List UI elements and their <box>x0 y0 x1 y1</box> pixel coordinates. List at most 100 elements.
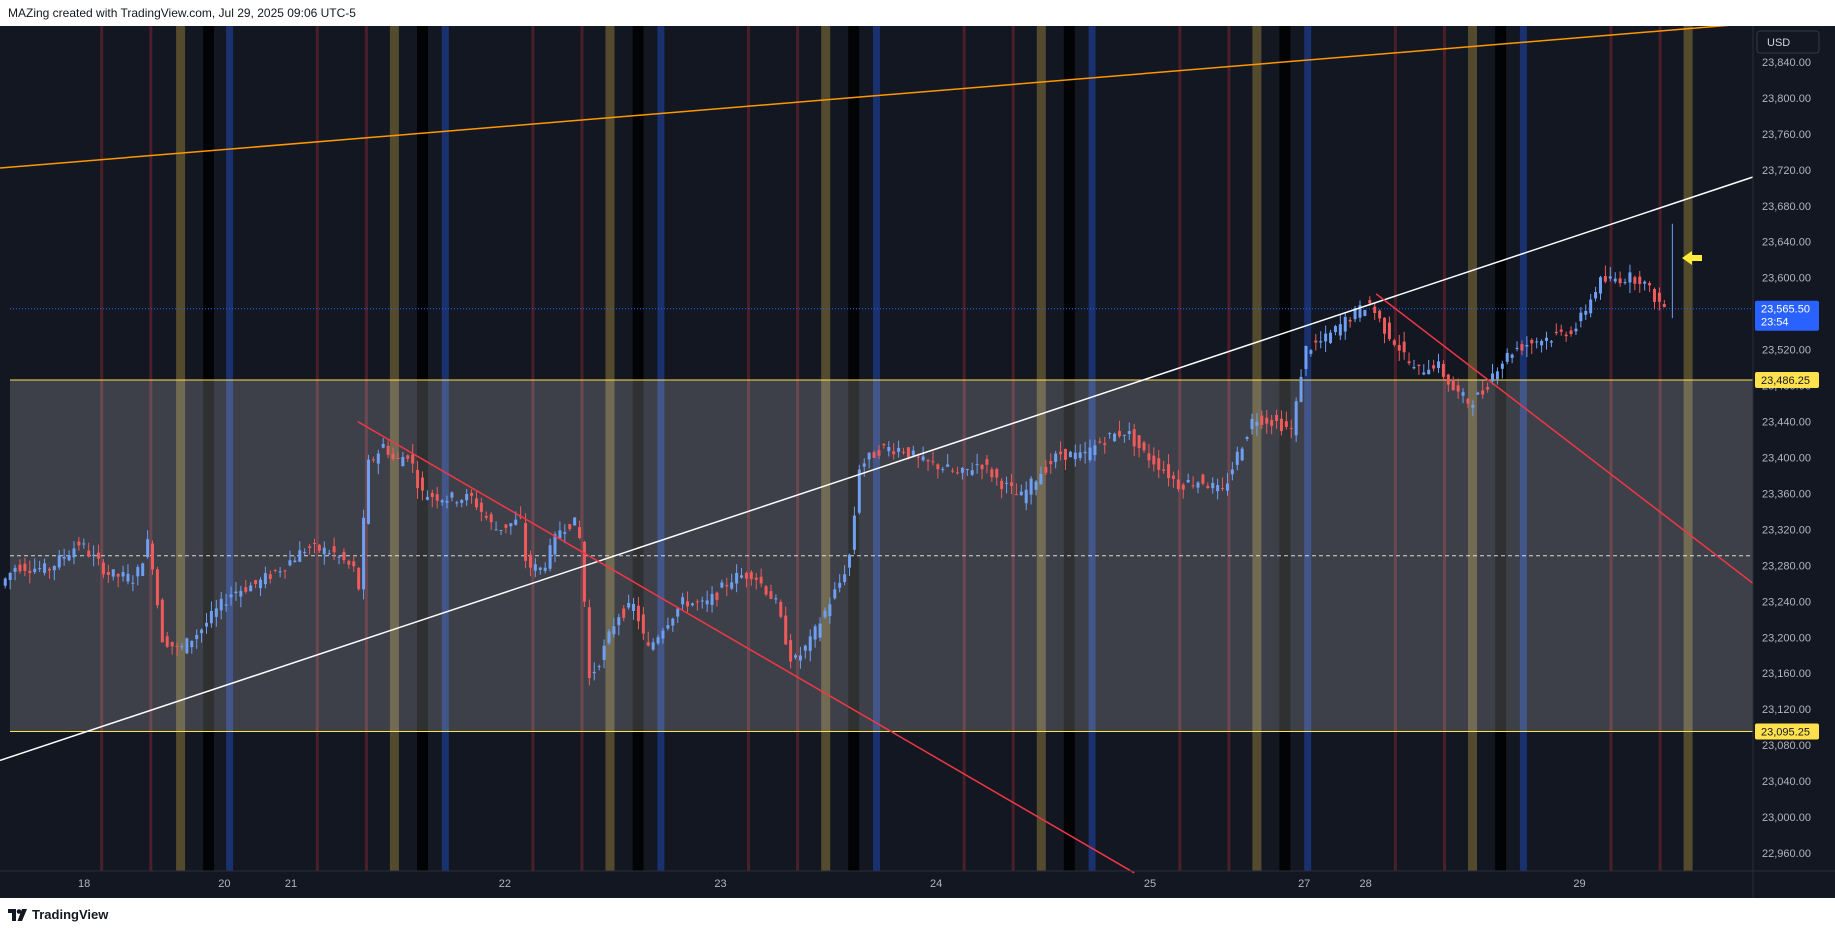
candle-bear <box>622 608 626 618</box>
candle-bull <box>1549 341 1553 343</box>
candle-bear <box>1279 418 1283 432</box>
candle-bull <box>632 603 636 611</box>
candle-bear <box>1044 467 1048 473</box>
candle-bull <box>1054 453 1058 463</box>
candle-bull <box>661 630 665 639</box>
candle-bear <box>116 573 120 577</box>
candle-bull <box>509 523 513 527</box>
candle-bear <box>244 587 248 592</box>
candle-bull <box>57 555 61 568</box>
candle-bear <box>1407 361 1411 364</box>
candle-bull <box>1245 437 1249 439</box>
last-price-badge <box>1755 300 1819 331</box>
candle-bull <box>1544 337 1548 341</box>
trendline-red_long[interactable] <box>357 420 1135 874</box>
candle-bull <box>671 618 675 626</box>
trendline-white[interactable] <box>0 176 1754 762</box>
candle-bull <box>794 655 798 658</box>
candle-bull <box>970 470 974 475</box>
candle-bear <box>1392 340 1396 345</box>
candle-bull <box>607 631 611 644</box>
session-band-blue <box>657 26 665 871</box>
tradingview-logo[interactable]: TradingView <box>8 907 108 922</box>
candle-bear <box>1289 428 1293 430</box>
session-band-yellow <box>1468 26 1477 871</box>
candle-bull <box>1216 485 1220 492</box>
candle-bear <box>725 584 729 587</box>
candle-bear <box>779 601 783 617</box>
currency-badge[interactable]: USD <box>1756 30 1820 54</box>
trendlines[interactable] <box>0 26 1754 874</box>
candle-bear <box>1530 339 1534 344</box>
candle-bull <box>195 635 199 640</box>
candle-bull <box>249 585 253 592</box>
candle-bull <box>558 530 562 539</box>
session-band-black <box>1495 26 1507 871</box>
candle-bull <box>941 468 945 470</box>
candle-bull <box>494 529 498 531</box>
session-band-blue <box>1519 26 1527 871</box>
candle-bear <box>916 456 920 458</box>
candle-bear <box>151 543 155 570</box>
candle-bear <box>1638 276 1642 284</box>
currency-label: USD <box>1767 37 1790 49</box>
candle-bear <box>1275 414 1279 421</box>
candle-bull <box>185 638 189 654</box>
trendline-orange[interactable] <box>0 26 1753 169</box>
candle-bull <box>234 591 238 594</box>
candle-bear <box>754 577 758 580</box>
candle-bull <box>3 578 7 586</box>
candle-bear <box>1633 277 1637 284</box>
y-tick-label: 23,840.00 <box>1762 57 1811 69</box>
zone-price-badge <box>1755 371 1819 388</box>
candle-bull <box>965 469 969 471</box>
candle-bull <box>445 500 449 503</box>
candle-bear <box>308 546 312 548</box>
session-band-yellow <box>1036 26 1046 871</box>
candle-bull <box>13 567 17 572</box>
candle-bear <box>175 645 179 647</box>
candle-bear <box>1657 292 1661 302</box>
y-tick-label: 23,120.00 <box>1762 704 1811 716</box>
session-band-red <box>1443 26 1446 871</box>
candle-bear <box>1417 364 1421 366</box>
candle-bull <box>1363 310 1367 316</box>
zone-price-badge <box>1755 723 1819 740</box>
candle-bull <box>975 464 979 466</box>
candle-bull <box>337 556 341 558</box>
session-band-red <box>1178 26 1182 871</box>
candle-bear <box>28 570 32 573</box>
x-axis[interactable]: 18 20 21 22 23 24 25 27 28 29 <box>78 878 1586 890</box>
candle-bear <box>582 541 586 602</box>
candle-bear <box>1481 390 1485 395</box>
candle-bull <box>656 637 660 644</box>
candle-bull <box>1422 372 1426 375</box>
candle-bear <box>990 469 994 478</box>
candle-bull <box>62 557 66 559</box>
session-band-yellow <box>389 26 399 871</box>
candle-bear <box>1402 341 1406 353</box>
candle-bull <box>573 517 577 526</box>
candle-bear <box>789 640 793 662</box>
candle-bull <box>651 642 655 650</box>
candle-bull <box>514 519 518 525</box>
candle-bull <box>1255 421 1259 426</box>
session-band-red <box>149 26 153 871</box>
price-chart[interactable]: 23,840.00 23,800.00 23,760.00 23,720.00 23,6… <box>0 26 1835 898</box>
candle-bull <box>1083 451 1087 454</box>
candle-bull <box>1613 278 1617 282</box>
candle-bear <box>391 453 395 459</box>
candle-bear <box>1451 379 1455 391</box>
candle-bear <box>1520 344 1524 351</box>
candle-bull <box>1324 333 1328 342</box>
candle-bear <box>1181 484 1185 490</box>
candle-bear <box>1383 317 1387 334</box>
candle-bull <box>1476 392 1480 395</box>
candle-bear <box>764 586 768 595</box>
candle-bear <box>47 568 51 571</box>
candle-bull <box>808 636 812 651</box>
y-tick-label: 23,000.00 <box>1762 812 1811 824</box>
candle-bull <box>1309 350 1313 354</box>
candle-bull <box>43 563 47 573</box>
trendline-red_short[interactable] <box>1375 293 1754 584</box>
